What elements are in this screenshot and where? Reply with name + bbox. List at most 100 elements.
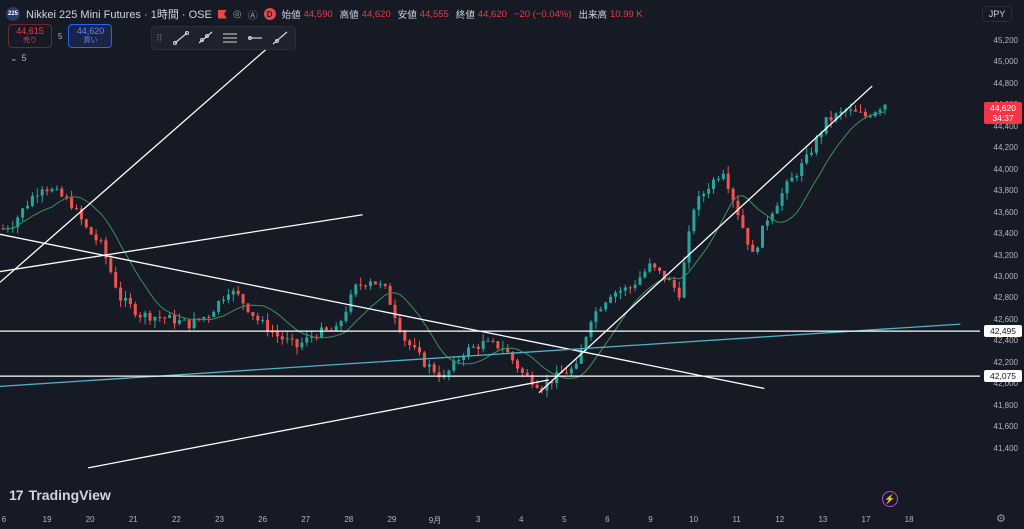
extended-line-tool-icon[interactable] — [268, 29, 291, 47]
candle-body — [574, 363, 578, 369]
ohlc-values: 始値 44,590 高値 44,620 安値 44,555 終値 44,620 … — [282, 7, 647, 22]
candle-body — [795, 175, 799, 178]
candle-body — [535, 384, 539, 388]
candle-body — [70, 197, 74, 209]
candle-body — [594, 311, 598, 322]
candle-body — [30, 195, 34, 206]
candle-body — [270, 331, 275, 333]
horizontal-ray-tool-icon[interactable] — [244, 29, 267, 47]
candle-body — [403, 331, 407, 341]
price-axis-label: 43,600 — [993, 207, 1018, 217]
alert-icon[interactable]: Ⓐ — [247, 10, 258, 22]
sell-button[interactable]: 44,615 売り — [8, 24, 52, 48]
candle-body — [760, 225, 765, 248]
price-axis-label: 41,600 — [993, 422, 1018, 432]
candle-body — [1, 228, 5, 230]
candle-body — [202, 317, 206, 320]
time-axis-label: 18 — [904, 515, 914, 524]
flag-icon[interactable] — [217, 9, 227, 19]
price-axis-label: 44,400 — [993, 121, 1018, 131]
candle-body — [417, 347, 422, 353]
candle-body — [177, 320, 181, 324]
candle-body — [123, 297, 128, 301]
lightning-icon[interactable]: ⚡ — [882, 491, 898, 507]
candle-body — [383, 283, 387, 286]
teal-trend-line[interactable] — [0, 323, 961, 387]
candle-body — [310, 336, 314, 338]
price-axis-label: 42,200 — [993, 357, 1018, 367]
symbol-title[interactable]: Nikkei 225 Mini Futures · 1時間 · OSE — [26, 9, 212, 21]
candle-body — [809, 152, 814, 155]
time-axis-label: 21 — [128, 515, 138, 524]
data-badge[interactable]: D — [263, 8, 276, 20]
open-value: 44,590 — [303, 8, 333, 20]
lower-trend-line[interactable] — [88, 379, 549, 469]
candle-body — [628, 287, 632, 289]
time-axis-label: 13 — [818, 515, 828, 524]
candle-body — [858, 111, 863, 113]
candle-body — [241, 294, 245, 304]
time-axis-label: 11 — [732, 515, 741, 524]
candle-body — [119, 287, 123, 301]
close-label: 終値 — [455, 10, 475, 21]
upper-trend-line[interactable] — [0, 45, 270, 283]
candle-body — [99, 240, 103, 242]
time-axis-label: 29 — [387, 515, 397, 524]
fib-tool-icon[interactable] — [219, 29, 242, 47]
indicator-toggle[interactable]: ⌄ 5 — [10, 53, 27, 64]
settings-gear-icon[interactable]: ⚙ — [996, 513, 1006, 525]
candle-body — [153, 316, 157, 321]
candle-body — [746, 227, 750, 245]
candle-body — [643, 271, 647, 278]
candle-body — [540, 387, 544, 391]
line-price-tag-42495: 42,495 — [984, 325, 1022, 338]
trend-line-tool-icon[interactable] — [169, 29, 192, 47]
ray-tool-icon[interactable] — [194, 29, 217, 47]
tradingview-logo[interactable]: 17 TradingView — [9, 487, 111, 503]
candle-body — [65, 196, 69, 198]
down-trend-line[interactable] — [0, 175, 765, 390]
candle-body — [187, 319, 191, 329]
candle-body — [775, 205, 779, 214]
candle-body — [197, 318, 201, 320]
candle-body — [682, 262, 686, 298]
candle-body — [525, 372, 529, 376]
currency-selector[interactable]: JPY — [982, 6, 1012, 22]
price-axis-label: 44,800 — [993, 78, 1018, 88]
eye-icon[interactable]: ◎ — [232, 8, 242, 20]
candle-body — [878, 109, 882, 113]
price-axis-label: 42,800 — [993, 293, 1018, 303]
candle-body — [756, 247, 760, 252]
indicator-count: 5 — [21, 53, 27, 63]
candle-body — [599, 309, 603, 312]
price-axis-label: 42,400 — [993, 336, 1018, 346]
candle-body — [741, 215, 745, 228]
candle-body — [364, 285, 368, 287]
candle-body — [579, 349, 583, 364]
candle-body — [163, 317, 167, 319]
buy-button[interactable]: 44,620 買い — [68, 24, 113, 48]
time-axis-label: 6 — [605, 515, 610, 524]
candle-body — [692, 209, 696, 232]
symbol-logo[interactable]: 225 — [6, 7, 20, 21]
candle-body — [128, 297, 132, 305]
candle-body — [849, 109, 853, 111]
time-axis-label: 19 — [42, 515, 52, 524]
time-axis-label: 26 — [258, 515, 268, 524]
chevron-down-icon: ⌄ — [10, 53, 18, 63]
drag-handle-icon[interactable]: ⠿ — [156, 32, 163, 43]
candle-body — [266, 319, 270, 332]
volume-value: 10.99 K — [609, 8, 643, 20]
candle-body — [863, 111, 867, 117]
candle-body — [648, 263, 652, 272]
candle-body — [618, 290, 622, 293]
time-axis-label: 28 — [344, 515, 354, 524]
candle-body — [854, 109, 858, 112]
candle-body — [329, 329, 333, 331]
up-trend-line[interactable] — [538, 85, 873, 394]
close-value: 44,620 — [477, 8, 507, 20]
volume-label: 出来高 — [578, 10, 607, 21]
candle-body — [226, 294, 230, 300]
mid-trend-line[interactable] — [0, 214, 363, 273]
